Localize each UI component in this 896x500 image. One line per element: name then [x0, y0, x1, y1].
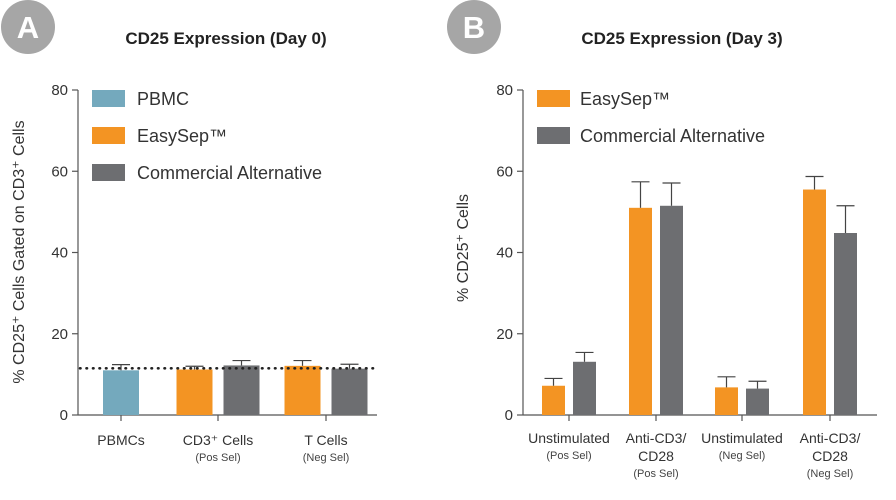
legend-swatch [92, 127, 125, 144]
y-tick-label: 20 [51, 326, 68, 343]
bar [746, 388, 769, 415]
bar [803, 189, 826, 415]
x-tick-label: CD28 [638, 448, 674, 464]
bar [715, 387, 738, 415]
y-tick-label: 80 [496, 82, 513, 99]
x-tick-sublabel: (Neg Sel) [719, 450, 765, 462]
y-tick-label: 0 [60, 407, 68, 424]
y-tick-label: 80 [51, 82, 68, 99]
y-tick-label: 60 [51, 163, 68, 180]
panel-b: B CD25 Expression (Day 3) 0 20 40 60 80 % CD25⁺… [447, 0, 877, 480]
panel-badge-letter: A [17, 10, 39, 45]
chart-title: CD25 Expression (Day 3) [581, 29, 782, 48]
bar [103, 370, 139, 415]
x-tick-label: Anti-CD3/ [800, 430, 861, 446]
panel-badge [1, 0, 55, 54]
legend-swatch [92, 164, 125, 181]
y-tick-label: 0 [505, 407, 513, 424]
panel-badge-letter: B [463, 10, 485, 45]
x-tick-label: CD28 [812, 448, 848, 464]
x-tick-label: T Cells [304, 432, 347, 448]
y-axis-label: % CD25⁺ Cells Gated on CD3⁺ Cells [11, 120, 28, 383]
bar [542, 385, 565, 415]
x-tick-sublabel: (Neg Sel) [807, 468, 853, 480]
y-tick-label: 60 [496, 163, 513, 180]
y-tick-label: 40 [51, 245, 68, 262]
x-tick-label: Unstimulated [701, 430, 783, 446]
panel-badge [447, 0, 501, 54]
legend-label: EasySep™ [137, 126, 227, 146]
y-tick-label: 20 [496, 326, 513, 343]
bar [223, 365, 260, 415]
legend-swatch [92, 90, 125, 107]
x-tick-sublabel: (Pos Sel) [633, 468, 678, 480]
chart-title: CD25 Expression (Day 0) [125, 29, 326, 48]
bar [331, 368, 368, 415]
legend-swatch [537, 127, 570, 144]
x-tick-sublabel: (Neg Sel) [303, 452, 349, 464]
bar [176, 369, 213, 415]
bar [834, 233, 857, 415]
legend-label: EasySep™ [580, 89, 670, 109]
bar [660, 205, 683, 415]
x-tick-sublabel: (Pos Sel) [546, 450, 591, 462]
legend-label: Commercial Alternative [580, 126, 765, 146]
y-axis-label: % CD25⁺ Cells [455, 194, 472, 302]
bar [629, 207, 652, 415]
x-tick-label: CD3⁺ Cells [183, 432, 253, 448]
legend-label: Commercial Alternative [137, 163, 322, 183]
x-tick-label: Unstimulated [528, 430, 610, 446]
bar [573, 361, 596, 415]
y-tick-label: 40 [496, 245, 513, 262]
x-tick-label: Anti-CD3/ [626, 430, 687, 446]
x-tick-label: PBMCs [97, 432, 144, 448]
panel-a: A CD25 Expression (Day 0) 0 20 40 60 80 % CD25⁺… [1, 0, 377, 464]
x-tick-sublabel: (Pos Sel) [195, 452, 240, 464]
legend-label: PBMC [137, 89, 189, 109]
bar [284, 365, 321, 415]
legend-swatch [537, 90, 570, 107]
